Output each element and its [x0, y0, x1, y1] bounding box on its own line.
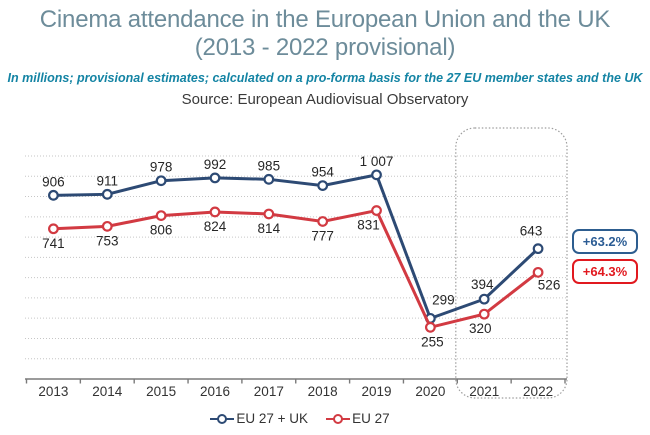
data-point-label: 814 [258, 221, 281, 236]
x-axis-label: 2017 [254, 384, 284, 399]
data-point-marker [209, 206, 221, 218]
data-point-label: 643 [520, 224, 543, 239]
data-point-label: 741 [42, 236, 65, 251]
line-chart-canvas: 2013 2014 2015 2016 2017 2018 2019 2020 2021 2022… [25, 127, 568, 399]
data-point-marker [478, 308, 490, 320]
data-point-label: 806 [150, 223, 173, 238]
legend-label-eu27-uk: EU 27 + UK [236, 411, 309, 426]
data-point-label: 394 [471, 277, 494, 292]
data-point-marker [371, 169, 382, 181]
data-point-label: 753 [96, 233, 119, 248]
data-point-label: 831 [357, 218, 380, 233]
x-axis-label: 2016 [200, 384, 230, 399]
data-point-marker [532, 243, 544, 255]
data-point-marker [48, 189, 59, 201]
data-point-label: 985 [258, 158, 281, 173]
chart-title: Cinema attendance in the European Union … [0, 6, 650, 62]
x-axis-label: 2021 [469, 384, 499, 399]
legend-item-eu27: EU 27 [326, 411, 390, 426]
legend-label-eu27: EU 27 [352, 411, 390, 426]
data-point-label: 978 [150, 160, 173, 175]
data-point-label: 911 [97, 173, 119, 188]
data-point-marker [263, 208, 275, 220]
data-point-marker [424, 321, 436, 333]
red-line-marker-icon [326, 414, 351, 424]
x-axis-label: 2013 [38, 384, 68, 399]
data-point-marker [263, 173, 275, 185]
chart-source-note: Source: European Audiovisual Observatory [181, 91, 469, 108]
data-point-label: 1 007 [360, 154, 394, 169]
series-line-1 [53, 208, 539, 330]
data-point-label: 526 [538, 277, 561, 292]
x-axis-label: 2014 [92, 384, 123, 399]
x-axis-label: 2020 [415, 384, 445, 399]
x-axis-label: 2019 [362, 384, 392, 399]
series-line-0 [53, 173, 540, 321]
data-point-marker [478, 293, 490, 305]
x-axis-label: 2015 [146, 384, 176, 399]
data-point-label: 906 [42, 174, 65, 189]
data-point-marker [101, 220, 113, 232]
growth-badge-eu27: +64.3% [572, 259, 638, 284]
chart-title-line1: Cinema attendance in the European Union … [39, 6, 611, 33]
data-point-marker [209, 172, 221, 184]
data-point-marker [532, 266, 544, 278]
x-axis-label: 2022 [523, 384, 553, 399]
chart-legend: EU 27 + UK EU 27 [0, 411, 600, 426]
data-point-label: 299 [432, 292, 455, 307]
data-point-marker [48, 223, 59, 235]
highlight-region-2021-2022 [455, 127, 568, 399]
growth-badge-eu27-uk: +63.2% [572, 229, 638, 254]
data-point-label: 992 [204, 157, 227, 172]
data-point-label: 824 [204, 219, 227, 234]
data-point-marker [317, 216, 329, 227]
legend-item-eu27-uk: EU 27 + UK [210, 411, 308, 426]
data-point-label: 320 [469, 321, 492, 336]
blue-line-marker-icon [210, 414, 235, 424]
data-point-marker [371, 205, 382, 216]
data-point-marker [101, 188, 113, 200]
chart-title-line2: (2013 - 2022 provisional) [194, 34, 456, 61]
data-point-marker [155, 210, 167, 222]
data-point-marker [317, 180, 329, 191]
data-point-label: 954 [311, 165, 334, 180]
data-point-label: 255 [421, 334, 444, 349]
chart-subtitle: In millions; provisional estimates; calc… [7, 71, 643, 85]
data-point-marker [155, 175, 167, 187]
x-axis-label: 2018 [308, 384, 338, 399]
data-point-label: 777 [311, 228, 334, 243]
